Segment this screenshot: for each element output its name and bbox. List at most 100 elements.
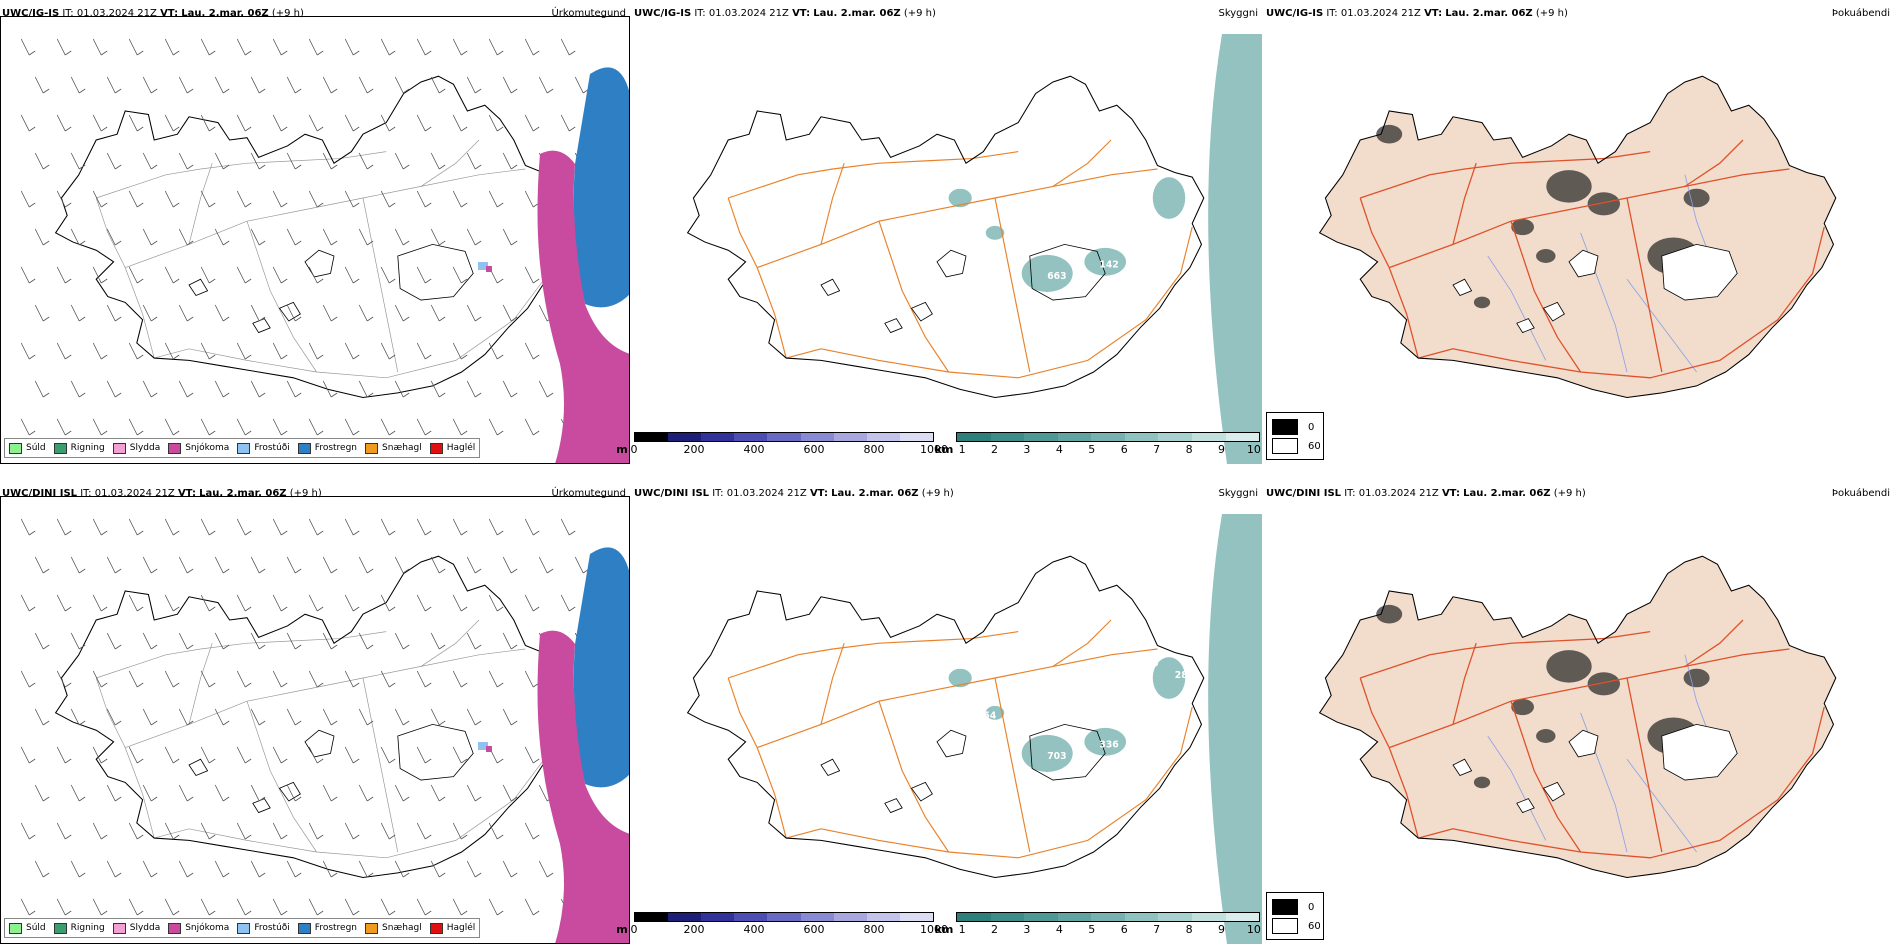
legend-item: Súld: [9, 922, 46, 934]
wind-barb: [34, 784, 50, 802]
wind-barb: [466, 708, 482, 726]
road: [125, 168, 526, 268]
wind-barb: [488, 342, 504, 360]
scale-color: [635, 913, 669, 921]
scale-bar: [956, 432, 1260, 442]
road: [420, 619, 480, 667]
wind-barb: [178, 380, 194, 398]
glacier-outline: [936, 729, 967, 758]
visibility-offshore: [1208, 514, 1262, 944]
wind-barb: [106, 152, 122, 170]
wind-barb: [380, 38, 396, 56]
wind-barb: [214, 304, 230, 322]
wind-barb: [70, 556, 86, 574]
road: [154, 706, 561, 859]
glacier-outline: [1516, 798, 1535, 814]
fog-low-swatch: [1272, 438, 1298, 454]
scale-tick: 1000: [920, 443, 948, 456]
wind-barb: [466, 556, 482, 574]
model-name: UWC/DINI ISL: [1266, 488, 1342, 499]
road: [786, 226, 1193, 379]
legend-item: Frostregn: [297, 442, 357, 454]
wind-barb: [286, 76, 302, 94]
wind-barb: [502, 380, 518, 398]
wind-barb: [56, 898, 72, 916]
wind-barb: [236, 38, 252, 56]
panel-title: Úrkomutegund: [551, 488, 626, 499]
vt-label: VT:: [160, 8, 179, 19]
visibility-patch: [985, 225, 1005, 240]
wind-barb: [322, 228, 338, 246]
wind-barb: [466, 228, 482, 246]
scale-tick: 3: [1023, 443, 1031, 456]
glacier-outline: [304, 729, 335, 758]
wind-barb: [128, 114, 144, 132]
scale-color: [1124, 433, 1159, 441]
wind-barb: [92, 746, 108, 764]
wind-barb: [488, 190, 504, 208]
wind-barb: [250, 152, 266, 170]
wind-barb: [286, 784, 302, 802]
road: [727, 197, 787, 359]
wind-barb: [502, 632, 518, 650]
wind-barb: [524, 594, 540, 612]
wind-barb: [322, 76, 338, 94]
wind-barb: [488, 670, 504, 688]
scale-color: [1024, 433, 1058, 441]
wind-barb: [20, 418, 36, 436]
scale-color: [1191, 913, 1226, 921]
lead-time: (+9 h): [1535, 8, 1568, 19]
roads: [727, 619, 1193, 859]
wind-barb: [322, 860, 338, 878]
scale-color: [800, 913, 834, 921]
it-label: IT:: [80, 488, 92, 499]
road: [728, 631, 1019, 679]
wind-barb: [200, 594, 216, 612]
wind-barb: [380, 670, 396, 688]
wind-barb: [524, 418, 540, 436]
scale-tick: 600: [803, 923, 825, 936]
visibility-patch: [948, 188, 972, 208]
wind-barb: [358, 632, 374, 650]
scale-color: [866, 433, 900, 441]
wind-barb: [416, 266, 432, 284]
road: [96, 631, 387, 679]
wind-barb: [272, 670, 288, 688]
wind-barb: [560, 38, 576, 56]
wind-barb: [128, 418, 144, 436]
wind-barb: [344, 114, 360, 132]
wind-barb: [502, 76, 518, 94]
legend-label: Rigning: [70, 923, 105, 933]
wind-barb: [178, 228, 194, 246]
wind-barb: [92, 418, 108, 436]
fog-patch: [1683, 188, 1710, 208]
wind-barb: [164, 518, 180, 536]
precip-frostudi: [478, 742, 488, 750]
wind-barb: [308, 670, 324, 688]
glacier-outline: [1029, 243, 1106, 301]
scale-unit: m: [616, 443, 628, 456]
panel-visibility-igis: UWC/IG-IS IT: 01.03.2024 21Z VT: Lau. 2.…: [616, 0, 1262, 465]
scale-tick: 1: [958, 923, 966, 936]
scale-tick: 5: [1088, 923, 1096, 936]
wind-barb: [322, 632, 338, 650]
wind-barb: [524, 38, 540, 56]
glacier-outline: [884, 798, 903, 814]
legend-item: Rigning: [53, 922, 105, 934]
wind-barb: [272, 822, 288, 840]
wind-barb: [128, 518, 144, 536]
scale-tick: 400: [743, 443, 765, 456]
wind-barb: [20, 746, 36, 764]
legend-item: Snæhagl: [365, 442, 422, 454]
road: [246, 701, 317, 853]
scale-tick: 2: [991, 443, 998, 456]
wind-barb: [430, 304, 446, 322]
precip-frostregn: [573, 67, 630, 308]
glacier-outline: [1516, 318, 1535, 334]
precip-snjokoma: [537, 150, 630, 464]
wind-barb: [178, 304, 194, 322]
wind-barbs: [20, 38, 590, 436]
wind-barb: [416, 418, 432, 436]
wind-barb: [20, 594, 36, 612]
wind-barb: [56, 670, 72, 688]
